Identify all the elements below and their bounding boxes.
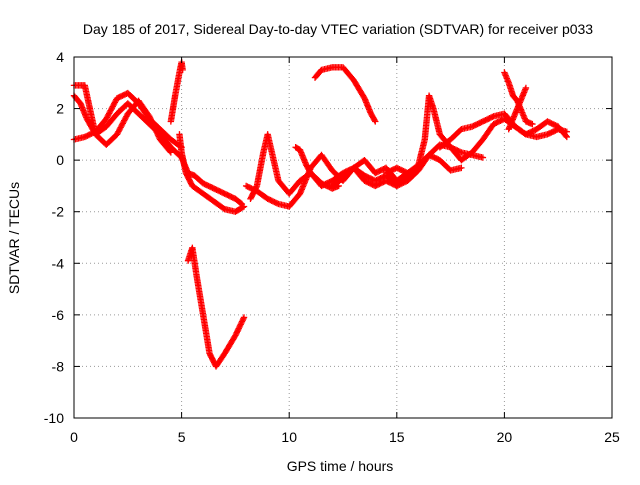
data-point	[153, 129, 160, 136]
data-point	[239, 204, 246, 211]
grid-lines	[74, 57, 612, 418]
series-track-9	[292, 144, 342, 192]
x-axis-label: GPS time / hours	[287, 458, 394, 474]
data-point	[240, 314, 248, 321]
y-tick-label: -10	[44, 410, 64, 426]
data-point	[146, 113, 153, 120]
series-track-3	[70, 82, 175, 156]
x-tick-label: 10	[281, 429, 297, 445]
x-tick-label: 0	[70, 429, 78, 445]
y-axis-label: SDTVAR / TECUs	[6, 182, 22, 294]
data-point	[151, 124, 158, 132]
series-track-4	[167, 58, 186, 125]
data-point	[147, 116, 154, 123]
series-track-5	[176, 131, 248, 215]
data-markers	[70, 58, 571, 370]
data-point	[179, 66, 186, 74]
data-point	[240, 315, 247, 323]
data-point	[155, 133, 162, 140]
data-point	[154, 130, 161, 137]
data-point	[237, 199, 244, 207]
series-track-13	[393, 115, 571, 190]
y-tick-label: 0	[56, 152, 64, 168]
series-track-1	[70, 92, 246, 208]
y-tick-label: -6	[52, 307, 65, 323]
series-track-6	[184, 244, 248, 370]
data-point	[146, 114, 154, 121]
data-point	[371, 116, 378, 124]
data-point	[372, 118, 379, 125]
series-track-10	[311, 64, 379, 125]
data-point	[149, 120, 156, 127]
data-point	[167, 149, 175, 156]
series-track-12	[382, 92, 487, 177]
series-track-14	[436, 110, 571, 151]
data-point	[152, 126, 159, 133]
data-point	[150, 123, 158, 130]
data-point	[458, 164, 465, 172]
y-tick-label: 4	[56, 49, 64, 65]
x-tick-label: 25	[604, 429, 620, 445]
data-point	[522, 84, 530, 92]
data-point	[148, 117, 155, 124]
data-point	[563, 128, 571, 135]
x-axis-ticks: 0 5 10 15 20 25	[70, 57, 620, 445]
x-tick-label: 5	[178, 429, 186, 445]
y-tick-label: -8	[52, 358, 65, 374]
data-point	[152, 127, 160, 135]
data-point	[529, 120, 536, 128]
plot-frame	[73, 56, 613, 419]
y-tick-label: -4	[52, 255, 65, 271]
y-tick-label: -2	[52, 204, 65, 220]
series-track-7	[247, 131, 400, 203]
chart-title: Day 185 of 2017, Sidereal Day-to-day VTE…	[83, 21, 593, 37]
y-tick-label: 2	[56, 101, 64, 117]
data-point	[479, 154, 487, 161]
series-track-16	[505, 84, 530, 133]
y-axis-ticks: -10 -8 -6 -4 -2 0 2 4	[44, 49, 612, 426]
data-point	[240, 203, 248, 210]
data-point	[150, 121, 157, 129]
data-point	[166, 148, 174, 155]
x-tick-label: 15	[389, 429, 405, 445]
x-tick-label: 20	[497, 429, 513, 445]
data-point	[154, 131, 162, 139]
data-point	[148, 118, 156, 126]
